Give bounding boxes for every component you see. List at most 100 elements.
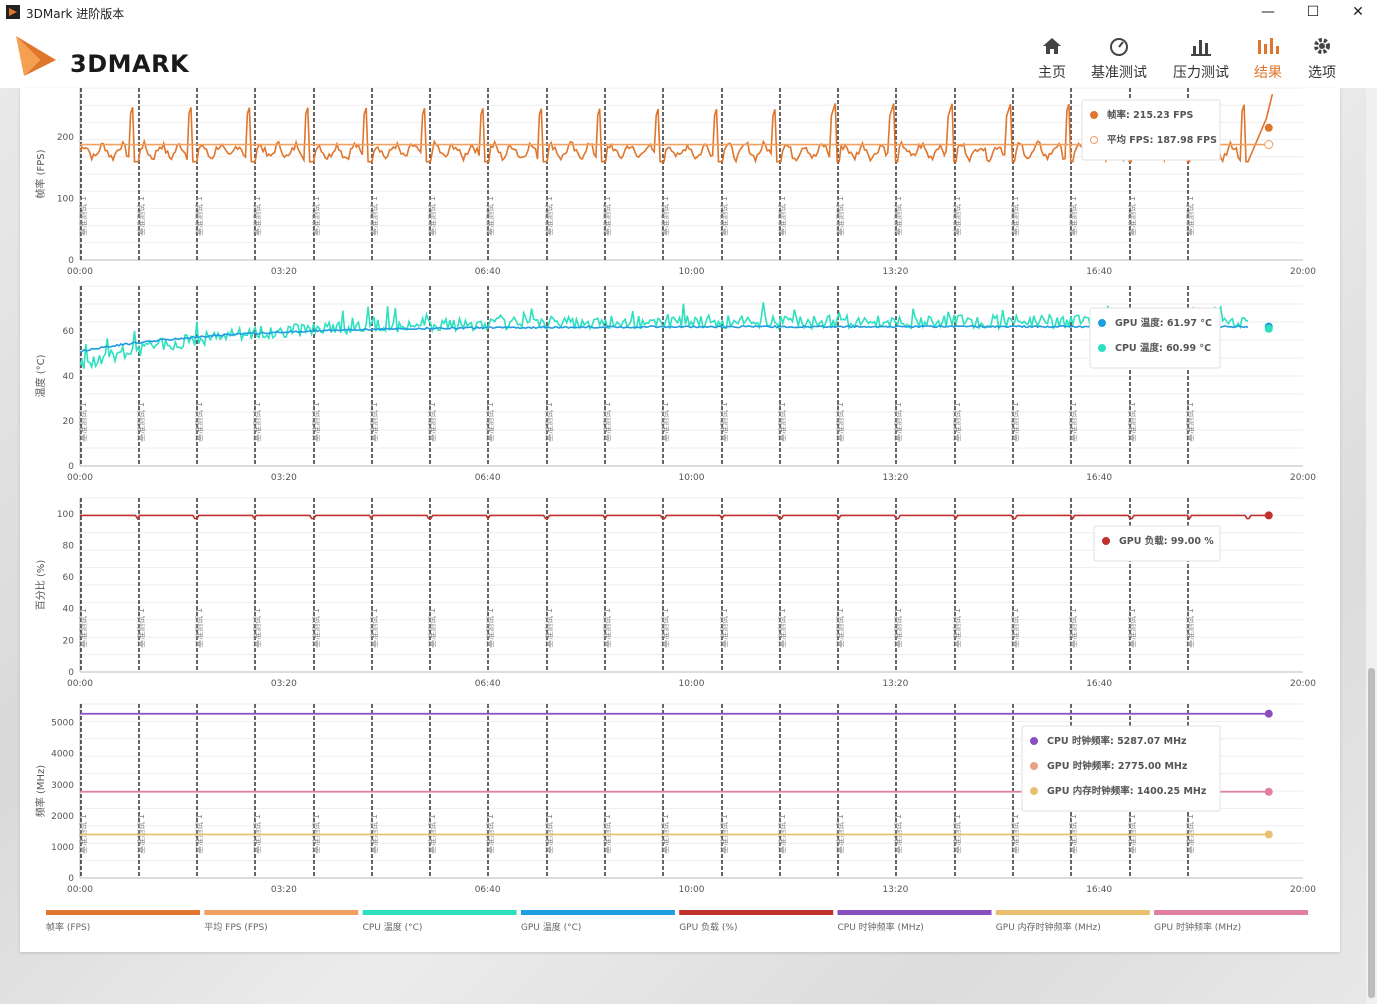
x-tick-label: 10:00: [679, 885, 705, 895]
benchmark-marker-label: 基准测试 1: [427, 196, 437, 236]
benchmark-marker-label: 基准测试 1: [311, 402, 321, 442]
y-tick-label: 0: [68, 256, 74, 266]
tooltip-label: GPU 内存时钟频率: 1400.25 MHz: [1047, 785, 1207, 797]
legend-label: GPU 内存时钟频率 (MHz): [996, 921, 1101, 933]
benchmark-marker-label: 基准测试 1: [427, 608, 437, 648]
legend-swatch: [46, 910, 200, 915]
benchmark-marker-label: 基准测试 1: [78, 196, 88, 236]
tooltip-box: [1021, 725, 1221, 812]
gpu-load-line: [80, 514, 1269, 521]
y-tick-label: 2000: [51, 812, 74, 822]
x-tick-label: 10:00: [679, 267, 705, 277]
benchmark-marker-label: 基准测试 1: [719, 402, 729, 442]
nav-results-label: 结果: [1254, 65, 1282, 81]
benchmark-marker-label: 基准测试 1: [893, 608, 903, 648]
benchmark-marker-label: 基准测试 1: [1127, 608, 1137, 648]
benchmark-marker-label: 基准测试 1: [1127, 196, 1137, 236]
tooltip-marker: [1030, 787, 1038, 795]
y-tick-label: 60: [63, 327, 75, 337]
x-tick-label: 13:20: [882, 885, 908, 895]
benchmark-marker-label: 基准测试 1: [1010, 196, 1020, 236]
x-tick-label: 06:40: [475, 885, 501, 895]
tooltip-marker: [1098, 344, 1106, 352]
benchmark-marker-label: 基准测试 1: [136, 196, 146, 236]
logo-text: 3DMARK: [70, 50, 190, 78]
benchmark-marker-label: 基准测试 1: [136, 608, 146, 648]
tooltip-box: [1093, 525, 1221, 562]
nav-benchmarks-label: 基准测试: [1091, 65, 1147, 81]
cpu-clock-line-end-point: [1264, 709, 1273, 718]
chart-panel-0: 0 100 200 帧率 (FPS) 00:00 03:20 06:40 10:00 13:20…: [34, 87, 1316, 277]
y-axis-label: 帧率 (FPS): [34, 149, 47, 198]
y-tick-label: 4000: [51, 750, 74, 760]
chart-panel-1: 0 20 40 60 温度 (°C) 00:00 03:20 06:40 10:00 13:20 1…: [34, 285, 1316, 483]
nav-benchmarks[interactable]: 基准测试: [1088, 34, 1150, 82]
benchmark-marker-label: 基准测试 1: [1127, 402, 1137, 442]
legend-swatch: [520, 910, 675, 915]
benchmark-marker-label: 基准测试 1: [602, 608, 612, 648]
y-tick-label: 60: [63, 573, 75, 583]
nav-stress-tests-label: 压力测试: [1173, 65, 1229, 81]
benchmark-marker-label: 基准测试 1: [485, 608, 495, 648]
legend-label: GPU 负载 (%): [679, 921, 737, 933]
gear-icon: [1314, 38, 1330, 54]
benchmark-marker-label: 基准测试 1: [952, 196, 962, 236]
nav-home-label: 主页: [1038, 65, 1066, 81]
y-tick-label: 20: [63, 417, 75, 427]
minimize-button[interactable]: —: [1261, 4, 1275, 20]
close-button[interactable]: ✕: [1352, 4, 1364, 20]
legend-label: 平均 FPS (FPS): [204, 921, 267, 933]
nav-stress-tests[interactable]: 压力测试: [1170, 34, 1232, 82]
maximize-button[interactable]: ☐: [1306, 4, 1320, 20]
bar-chart-icon: [1191, 40, 1211, 56]
scrollbar-thumb[interactable]: [1368, 668, 1375, 998]
results-chart-icon: [1258, 38, 1279, 54]
benchmark-marker-label: 基准测试 1: [1068, 608, 1078, 648]
3dmark-app-icon: [6, 5, 20, 19]
fps-line: [79, 93, 1274, 164]
benchmark-marker-label: 基准测试 1: [602, 196, 612, 236]
legend-swatch: [204, 910, 359, 915]
tooltip-marker: [1090, 111, 1098, 119]
benchmark-marker-label: 基准测试 1: [719, 608, 729, 648]
gpu-mem-clock-line-end-point: [1264, 830, 1273, 839]
gauge-icon: [1110, 38, 1128, 56]
benchmark-marker-label: 基准测试 1: [777, 402, 787, 442]
legend-swatch: [679, 910, 834, 915]
benchmark-marker-label: 基准测试 1: [835, 196, 845, 236]
scrollbar[interactable]: [1366, 88, 1377, 1004]
nav-results[interactable]: 结果: [1250, 34, 1286, 82]
benchmark-marker-label: 基准测试 1: [1068, 196, 1078, 236]
benchmark-marker-label: 基准测试 1: [777, 608, 787, 648]
benchmark-marker-label: 基准测试 1: [1185, 608, 1195, 648]
benchmark-marker-label: 基准测试 1: [1068, 402, 1078, 442]
y-tick-label: 40: [63, 372, 75, 382]
y-tick-label: 100: [57, 510, 74, 520]
x-tick-label: 06:40: [475, 679, 501, 689]
x-tick-label: 06:40: [475, 267, 501, 277]
x-tick-label: 13:20: [882, 679, 908, 689]
benchmark-marker-label: 基准测试 1: [719, 196, 729, 236]
tooltip-box: [1089, 307, 1221, 369]
tooltip-label: CPU 时钟频率: 5287.07 MHz: [1047, 735, 1187, 747]
y-tick-label: 40: [63, 605, 75, 615]
x-tick-label: 20:00: [1290, 679, 1316, 689]
nav-home[interactable]: 主页: [1032, 34, 1072, 82]
chart-panel-2: 0 20 40 60 80 100 百分比 (%) 00:00 03:20 06:40 10:00 1…: [35, 497, 1316, 689]
fps-end-point: [1264, 123, 1273, 132]
benchmark-marker-label: 基准测试 1: [952, 402, 962, 442]
window-title: 3DMark 进阶版本: [26, 7, 125, 21]
x-tick-label: 00:00: [67, 473, 93, 483]
y-tick-label: 20: [63, 636, 75, 646]
tooltip-label: GPU 负载: 99.00 %: [1119, 535, 1214, 547]
y-tick-label: 3000: [51, 781, 74, 791]
benchmark-marker-label: 基准测试 1: [252, 402, 262, 442]
benchmark-marker-label: 基准测试 1: [893, 196, 903, 236]
benchmark-marker-label: 基准测试 1: [777, 196, 787, 236]
nav-options[interactable]: 选项: [1304, 34, 1340, 82]
benchmark-marker-label: 基准测试 1: [893, 402, 903, 442]
gpu-load-end-point: [1264, 511, 1273, 520]
y-tick-label: 0: [68, 462, 74, 472]
benchmark-marker-label: 基准测试 1: [136, 402, 146, 442]
